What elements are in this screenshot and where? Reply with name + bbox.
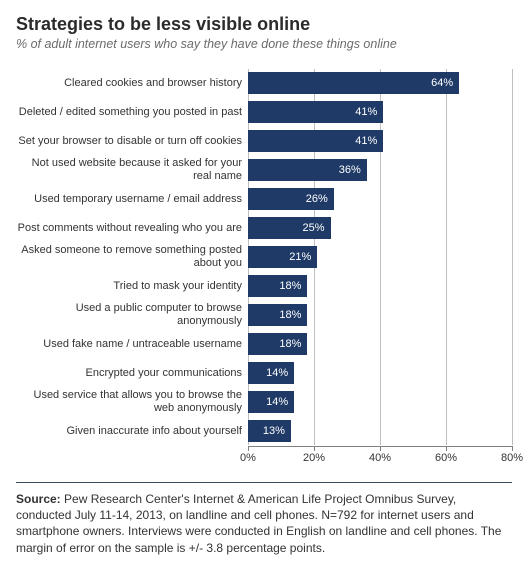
bar-area: 13% bbox=[248, 417, 512, 445]
value-label: 18% bbox=[248, 309, 307, 321]
value-label: 21% bbox=[248, 251, 317, 263]
bar-rows: Cleared cookies and browser history64% De… bbox=[16, 69, 512, 445]
category-label: Asked someone to remove something posted… bbox=[16, 244, 248, 269]
x-tick bbox=[446, 446, 447, 451]
bar-chart: Cleared cookies and browser history64% De… bbox=[16, 69, 512, 468]
bar-area: 36% bbox=[248, 156, 512, 184]
x-tick bbox=[380, 446, 381, 451]
value-label: 14% bbox=[248, 367, 294, 379]
category-label: Encrypted your communications bbox=[16, 367, 248, 380]
category-label: Cleared cookies and browser history bbox=[16, 77, 248, 90]
value-label: 18% bbox=[248, 338, 307, 350]
category-label: Used a public computer to browse anonymo… bbox=[16, 302, 248, 327]
x-tick-label: 80% bbox=[501, 452, 523, 464]
bar-area: 25% bbox=[248, 214, 512, 242]
bar-row: Asked someone to remove something posted… bbox=[16, 243, 512, 271]
value-label: 25% bbox=[248, 222, 331, 234]
bar-row: Used a public computer to browse anonymo… bbox=[16, 301, 512, 329]
gridline bbox=[512, 69, 513, 445]
bar-row: Used temporary username / email address2… bbox=[16, 185, 512, 213]
chart-subtitle: % of adult internet users who say they h… bbox=[16, 37, 512, 51]
value-label: 41% bbox=[248, 135, 383, 147]
x-axis: 0%20%40%60%80% bbox=[248, 446, 512, 468]
bar-area: 26% bbox=[248, 185, 512, 213]
source-note: Source: Pew Research Center's Internet &… bbox=[16, 482, 512, 556]
x-tick bbox=[314, 446, 315, 451]
bar-area: 64% bbox=[248, 69, 512, 97]
bar-area: 18% bbox=[248, 301, 512, 329]
bar-row: Cleared cookies and browser history64% bbox=[16, 69, 512, 97]
category-label: Used service that allows you to browse t… bbox=[16, 389, 248, 414]
category-label: Post comments without revealing who you … bbox=[16, 222, 248, 235]
bar-area: 14% bbox=[248, 388, 512, 416]
category-label: Used fake name / untraceable username bbox=[16, 338, 248, 351]
bar-row: Not used website because it asked for yo… bbox=[16, 156, 512, 184]
category-label: Tried to mask your identity bbox=[16, 280, 248, 293]
x-tick-label: 60% bbox=[435, 452, 457, 464]
x-tick bbox=[248, 446, 249, 451]
chart-title: Strategies to be less visible online bbox=[16, 14, 512, 35]
bar-row: Set your browser to disable or turn off … bbox=[16, 127, 512, 155]
x-tick-label: 40% bbox=[369, 452, 391, 464]
value-label: 14% bbox=[248, 396, 294, 408]
bar-row: Used service that allows you to browse t… bbox=[16, 388, 512, 416]
bar-area: 18% bbox=[248, 272, 512, 300]
bar-row: Post comments without revealing who you … bbox=[16, 214, 512, 242]
bar-row: Given inaccurate info about yourself13% bbox=[16, 417, 512, 445]
category-label: Not used website because it asked for yo… bbox=[16, 157, 248, 182]
value-label: 26% bbox=[248, 193, 334, 205]
category-label: Used temporary username / email address bbox=[16, 193, 248, 206]
bar-area: 21% bbox=[248, 243, 512, 271]
category-label: Set your browser to disable or turn off … bbox=[16, 135, 248, 148]
x-tick-label: 0% bbox=[240, 452, 256, 464]
bar-row: Used fake name / untraceable username18% bbox=[16, 330, 512, 358]
bar-area: 41% bbox=[248, 127, 512, 155]
bar-area: 41% bbox=[248, 98, 512, 126]
source-text: Pew Research Center's Internet & America… bbox=[16, 492, 501, 555]
x-tick bbox=[512, 446, 513, 451]
category-label: Given inaccurate info about yourself bbox=[16, 425, 248, 438]
plot-area: Cleared cookies and browser history64% De… bbox=[16, 69, 512, 445]
x-tick-label: 20% bbox=[303, 452, 325, 464]
bar-area: 14% bbox=[248, 359, 512, 387]
value-label: 41% bbox=[248, 106, 383, 118]
bar-row: Encrypted your communications14% bbox=[16, 359, 512, 387]
bar-row: Tried to mask your identity18% bbox=[16, 272, 512, 300]
source-label: Source: bbox=[16, 492, 61, 506]
value-label: 18% bbox=[248, 280, 307, 292]
value-label: 36% bbox=[248, 164, 367, 176]
bar-row: Deleted / edited something you posted in… bbox=[16, 98, 512, 126]
bar-area: 18% bbox=[248, 330, 512, 358]
category-label: Deleted / edited something you posted in… bbox=[16, 106, 248, 119]
value-label: 13% bbox=[248, 425, 291, 437]
value-label: 64% bbox=[248, 77, 459, 89]
